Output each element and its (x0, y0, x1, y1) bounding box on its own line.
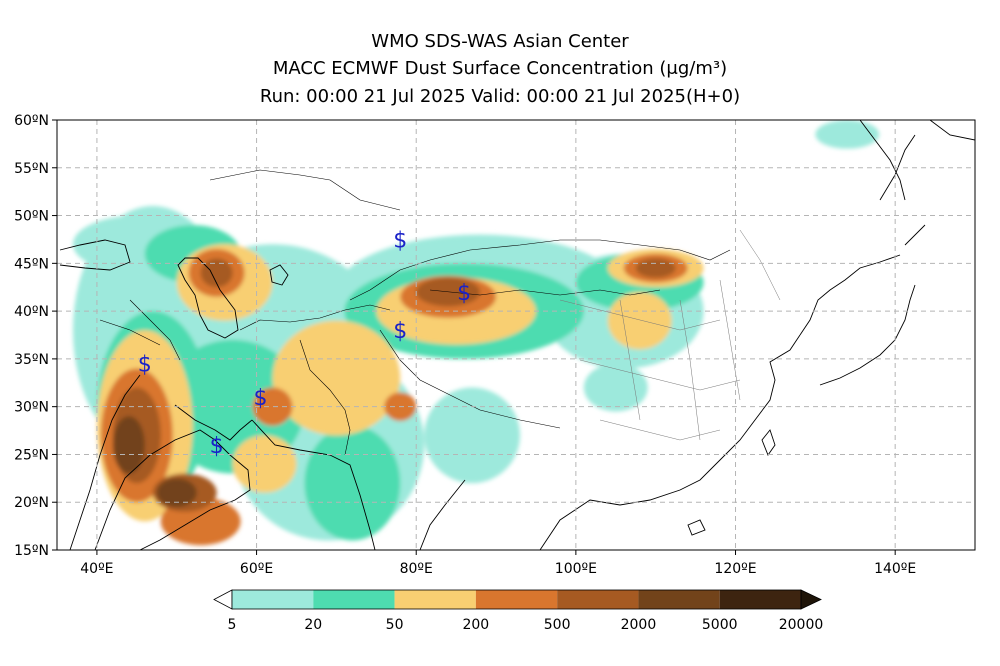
russia-kaz-border (209, 169, 401, 211)
dust-field-region (304, 425, 401, 541)
lat-tick-label: 50ºN (14, 209, 49, 225)
colorbar-label: 20000 (779, 617, 824, 633)
lat-tick-label: 45ºN (14, 256, 49, 272)
dust-field-region (272, 320, 401, 436)
dust-storm-symbol: $ (457, 281, 471, 306)
japan-coast (819, 284, 916, 386)
lat-tick-label: 60ºN (14, 113, 49, 129)
colorbar-below-arrow (213, 589, 233, 610)
lat-tick-label: 40ºN (14, 304, 49, 320)
dust-field-region (424, 387, 520, 484)
colorbar-label: 2000 (621, 617, 657, 633)
colorbar-label: 50 (386, 617, 404, 633)
chart-title-line-1: WMO SDS-WAS Asian Center (371, 31, 629, 52)
persian-gulf-coast (174, 404, 253, 441)
colorbar-segment (475, 590, 558, 609)
afghan-pak-border (299, 339, 351, 456)
china-coast (539, 334, 801, 550)
dust-storm-symbol: $ (393, 319, 407, 344)
dust-field-region (232, 435, 297, 493)
dust-storm-symbols: $ $ $ $ $ $ (138, 228, 471, 458)
dust-field-region (815, 120, 880, 149)
kamchatka-coast (929, 120, 975, 141)
taiwan-coast (761, 429, 776, 456)
lat-tick-label: 15ºN (14, 543, 49, 559)
dust-field-region (607, 292, 672, 350)
hainan-coast (687, 519, 706, 536)
black-sea (59, 239, 131, 271)
sakhalin-coast (879, 134, 916, 201)
axis-ticks: 40ºE 60ºE 80ºE 100ºE 120ºE 140ºE 15ºN 20ºN 25ºN 3… (14, 113, 916, 577)
lon-tick-label: 120ºE (714, 561, 756, 577)
chart-title-line-3: Run: 00:00 21 Jul 2025 Valid: 00:00 21 J… (259, 86, 741, 107)
mongolia-south-border (429, 289, 661, 296)
lat-tick-label: 25ºN (14, 447, 49, 463)
lat-tick-label: 55ºN (14, 161, 49, 177)
mongolia-border (560, 239, 731, 261)
map-frame (56, 119, 976, 551)
dust-field-region (635, 258, 676, 278)
gridlines (57, 120, 975, 550)
kazakh-border (349, 239, 561, 301)
dust-storm-symbol: $ (393, 228, 407, 253)
lat-tick-label: 30ºN (14, 400, 49, 416)
colorbar-label: 5 (228, 617, 237, 633)
dust-field-region (156, 478, 197, 507)
himalaya-border (379, 329, 561, 429)
red-sea-coast (69, 374, 141, 550)
bay-of-bengal-coast (419, 479, 466, 550)
dust-field-region (583, 363, 648, 412)
country-border-layer (99, 169, 731, 456)
china-province-layer (559, 229, 781, 441)
central-asia-border (239, 304, 391, 331)
colorbar-segment (719, 590, 801, 609)
lon-tick-label: 60ºE (240, 561, 273, 577)
dust-field-region (252, 387, 293, 426)
lon-tick-label: 40ºE (80, 561, 113, 577)
lon-tick-label: 100ºE (555, 561, 597, 577)
dust-storm-symbol: $ (210, 434, 224, 459)
colorbar-frame (231, 589, 802, 610)
dust-storm-symbol: $ (138, 353, 152, 378)
okhotsk-coast (859, 120, 906, 201)
lat-tick-label: 35ºN (14, 352, 49, 368)
india-west-coast (251, 419, 376, 550)
colorbar-label: 500 (544, 617, 571, 633)
turkey-iran-border (129, 299, 181, 361)
caspian-sea (177, 257, 239, 339)
lon-tick-label: 140ºE (874, 561, 916, 577)
chart-title-line-2: MACC ECMWF Dust Surface Concentration (μ… (272, 58, 728, 79)
colorbar-label: 20 (304, 617, 322, 633)
colorbar-segment (232, 590, 314, 609)
dust-field-region (112, 416, 145, 474)
lon-tick-label: 80ºE (400, 561, 433, 577)
dust-storm-symbol: $ (254, 386, 268, 411)
colorbar-above-arrow (800, 589, 822, 610)
syria-border (99, 319, 161, 346)
colorbar: 5 20 50 200 500 2000 5000 20000 (213, 589, 824, 633)
aral-sea (269, 264, 289, 286)
lat-tick-label: 20ºN (14, 495, 49, 511)
colorbar-label: 200 (462, 617, 489, 633)
korea-coast (799, 254, 901, 336)
colorbar-segment (313, 590, 395, 609)
colorbar-segment (557, 590, 639, 609)
hokkaido-coast (904, 224, 926, 246)
colorbar-label: 5000 (702, 617, 738, 633)
dust-field-layer (72, 120, 880, 546)
arabian-peninsula-coast (94, 429, 251, 550)
colorbar-segment (638, 590, 720, 609)
colorbar-segment (394, 590, 476, 609)
dust-field-region (200, 258, 233, 288)
